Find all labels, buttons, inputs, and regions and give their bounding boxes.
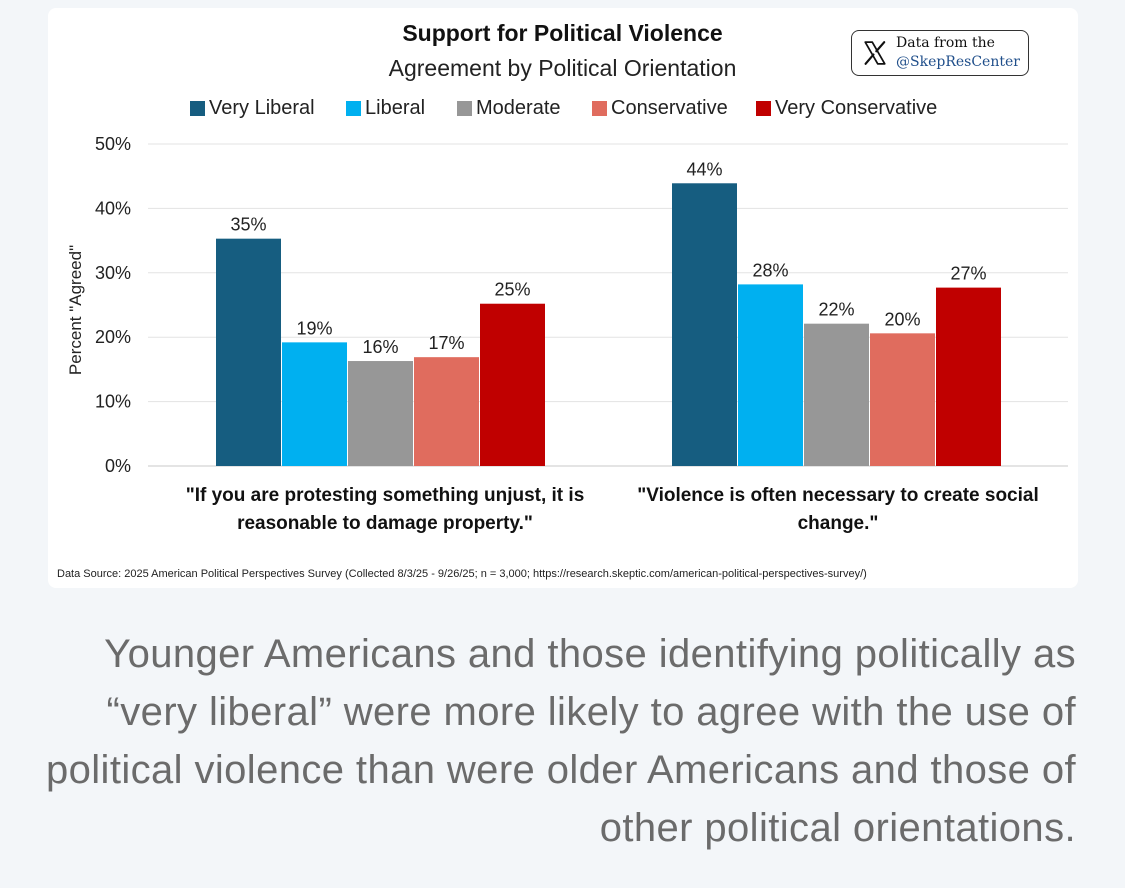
category-label-1: "If you are protesting something unjust,…: [155, 482, 615, 538]
bar-moderate: [348, 361, 413, 466]
data-label: 44%: [686, 159, 722, 179]
y-tick-label: 20%: [95, 327, 131, 347]
category-label-2: "Violence is often necessary to create s…: [608, 482, 1068, 538]
data-source-note: Data Source: 2025 American Political Per…: [57, 568, 867, 580]
category-label-line: change.": [797, 513, 879, 534]
data-label: 16%: [362, 337, 398, 357]
badge-handle: @SkepResCenter: [896, 54, 1020, 70]
data-label: 28%: [752, 260, 788, 280]
legend-label: Moderate: [476, 97, 561, 119]
bar-very-liberal: [216, 238, 281, 466]
y-tick-label: 50%: [95, 134, 131, 154]
y-tick-label: 30%: [95, 263, 131, 283]
legend-swatch: [756, 101, 771, 116]
data-label: 25%: [494, 280, 530, 300]
y-axis-label: Percent "Agreed": [66, 245, 85, 375]
category-label-line: "If you are protesting something unjust,…: [185, 485, 585, 506]
category-label-line: reasonable to damage property.": [237, 513, 533, 534]
legend-label: Liberal: [365, 97, 426, 119]
bar-very-conservative: [480, 303, 545, 466]
data-label: 22%: [818, 300, 854, 320]
bar-chart: 0% 10% 20% 30% 40% 50% Percent "Agreed" 35% 19% 1…: [66, 134, 1068, 476]
legend-label: Conservative: [611, 97, 728, 119]
category-label-line: "Violence is often necessary to create s…: [637, 485, 1039, 506]
chart-title: Support for Political Violence: [402, 20, 723, 46]
bar-conservative: [870, 333, 935, 466]
y-tick-label: 40%: [95, 198, 131, 218]
data-label: 20%: [884, 309, 920, 329]
legend-swatch: [457, 101, 472, 116]
data-source-badge: Data from the @SkepResCenter: [851, 30, 1029, 76]
bar-conservative: [414, 357, 479, 466]
data-label: 19%: [296, 318, 332, 338]
legend-label: Very Liberal: [209, 97, 315, 119]
legend-swatch: [346, 101, 361, 116]
data-label: 17%: [428, 333, 464, 353]
y-tick-label: 0%: [105, 456, 131, 476]
y-tick-label: 10%: [95, 392, 131, 412]
badge-line-1: Data from the: [896, 35, 995, 51]
bar-liberal: [282, 342, 347, 466]
legend-swatch: [190, 101, 205, 116]
legend-swatch: [592, 101, 607, 116]
chart-subtitle: Agreement by Political Orientation: [388, 55, 737, 81]
bar-very-conservative: [936, 287, 1001, 466]
caption-text: Younger Americans and those identifying …: [45, 632, 1076, 850]
bar-moderate: [804, 323, 869, 466]
bar-liberal: [738, 284, 803, 466]
data-label: 27%: [950, 264, 986, 284]
x-logo-icon: [864, 41, 886, 65]
legend-label: Very Conservative: [775, 97, 938, 119]
bar-very-liberal: [672, 183, 737, 466]
data-label: 35%: [230, 215, 266, 235]
